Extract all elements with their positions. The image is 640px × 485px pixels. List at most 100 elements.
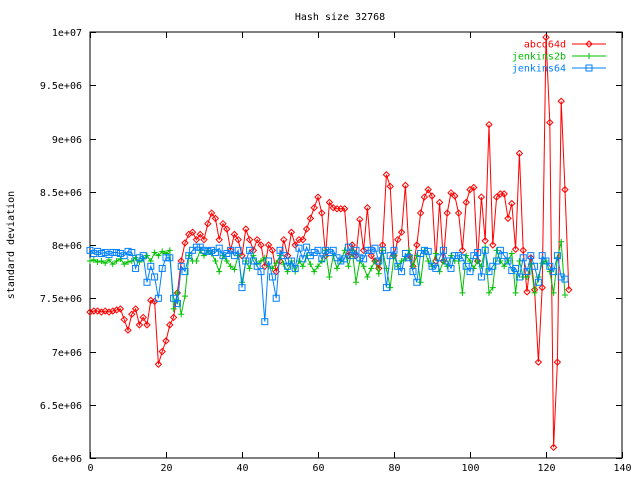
data-point — [215, 235, 223, 244]
data-point — [493, 247, 500, 254]
data-point — [561, 185, 569, 194]
data-point — [360, 263, 367, 270]
data-point — [352, 246, 360, 254]
data-point — [325, 198, 334, 207]
data-point — [538, 283, 546, 292]
data-point — [162, 337, 170, 345]
data-point — [112, 306, 121, 314]
data-point — [223, 225, 231, 233]
data-point — [147, 296, 155, 305]
data-point — [86, 308, 94, 316]
data-point — [534, 358, 543, 366]
data-point — [132, 254, 139, 261]
data-point — [585, 40, 593, 48]
data-point — [561, 275, 569, 283]
data-point — [182, 293, 188, 300]
data-point — [467, 257, 473, 264]
data-point — [276, 246, 284, 254]
x-tick-label: 60 — [312, 463, 324, 474]
data-point — [155, 252, 162, 259]
data-point — [310, 204, 318, 212]
data-point — [208, 246, 216, 254]
data-point — [230, 252, 238, 260]
data-point — [489, 284, 496, 291]
data-point — [424, 185, 432, 194]
data-point — [181, 239, 189, 247]
data-point — [264, 241, 273, 249]
data-point — [216, 268, 223, 275]
data-point — [242, 225, 250, 233]
data-point — [93, 307, 102, 315]
data-point — [432, 250, 439, 257]
data-point — [542, 33, 550, 42]
data-point — [287, 228, 296, 236]
data-point — [246, 265, 253, 272]
data-point — [420, 246, 428, 254]
data-point — [553, 252, 561, 260]
data-point — [158, 347, 166, 356]
data-point — [455, 252, 463, 260]
x-tick-label: 80 — [388, 463, 400, 474]
data-point — [211, 214, 220, 223]
data-point — [508, 250, 515, 257]
data-point — [154, 360, 163, 368]
data-point — [519, 254, 527, 262]
data-point — [549, 443, 558, 452]
y-tick-label: 8e+06 — [52, 241, 82, 252]
data-point — [443, 257, 451, 265]
y-tick-label: 9.5e+06 — [40, 81, 82, 92]
data-point — [318, 209, 326, 217]
data-point — [348, 252, 356, 260]
data-point — [367, 246, 375, 254]
data-point — [310, 248, 318, 256]
data-point — [193, 257, 200, 264]
y-tick-label: 9e+06 — [52, 135, 82, 146]
x-tick-label: 40 — [236, 463, 248, 474]
data-point — [451, 192, 459, 200]
data-point — [462, 198, 470, 207]
data-point — [200, 235, 208, 244]
data-point — [359, 246, 368, 255]
data-point — [371, 244, 379, 252]
data-point — [144, 252, 150, 259]
data-point — [169, 313, 178, 322]
data-point — [504, 257, 512, 265]
data-point — [387, 284, 394, 291]
data-point — [151, 273, 159, 281]
data-point — [212, 257, 219, 264]
data-point — [382, 171, 391, 179]
data-point — [326, 273, 333, 280]
data-point — [458, 254, 466, 262]
data-point — [474, 257, 481, 264]
data-point — [379, 246, 387, 254]
data-point — [291, 241, 299, 249]
data-point — [363, 246, 371, 254]
data-point — [234, 246, 242, 254]
data-point — [101, 248, 109, 256]
data-point — [272, 294, 280, 302]
plot-frame — [89, 31, 623, 459]
data-point — [166, 247, 173, 254]
data-point — [124, 326, 132, 334]
data-point — [447, 189, 455, 197]
data-point — [306, 214, 315, 223]
data-point — [372, 257, 378, 264]
data-point — [178, 311, 185, 318]
y-tick-label: 6e+06 — [52, 454, 82, 465]
y-axis-label: standard deviation — [6, 191, 17, 299]
data-point — [585, 64, 593, 72]
data-point — [432, 264, 440, 272]
data-point — [257, 241, 265, 249]
series-jenkins2b — [87, 238, 568, 318]
data-point — [188, 228, 197, 236]
data-point — [531, 289, 538, 296]
data-point — [382, 284, 390, 292]
data-point — [166, 254, 174, 262]
data-point — [109, 248, 117, 256]
data-point — [443, 209, 451, 217]
data-point — [223, 257, 230, 264]
data-point — [527, 252, 535, 260]
data-point — [512, 264, 520, 272]
data-point — [390, 246, 398, 254]
data-point — [519, 246, 527, 255]
